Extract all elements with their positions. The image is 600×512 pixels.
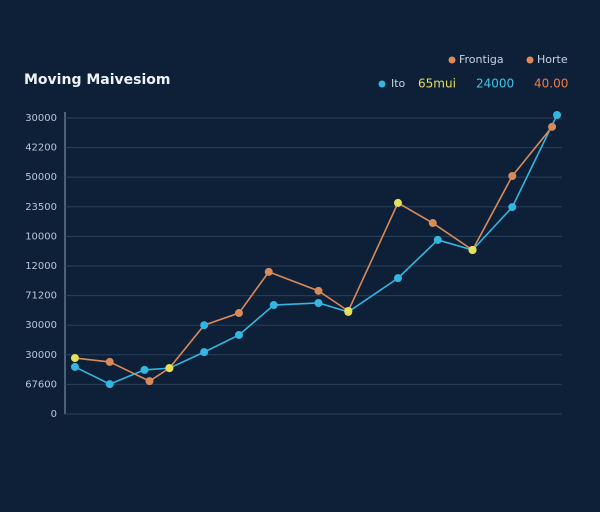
data-point — [234, 309, 243, 318]
data-point — [393, 274, 402, 283]
data-point — [264, 267, 273, 276]
series-line — [74, 114, 558, 385]
data-point — [105, 380, 114, 389]
data-point — [70, 362, 79, 371]
data-point — [433, 235, 442, 244]
legend-marker — [378, 80, 386, 88]
data-point — [508, 171, 517, 180]
data-point — [269, 301, 278, 310]
data-point — [314, 298, 323, 307]
y-tick-label: 23500 — [25, 202, 57, 213]
data-point — [70, 354, 79, 363]
annotation: 65mui — [418, 77, 456, 91]
legend-label: Frontiga — [459, 53, 504, 66]
legend-label: Ito — [391, 77, 406, 90]
y-tick-label: 42200 — [25, 143, 57, 154]
data-point — [200, 321, 209, 330]
data-point — [428, 219, 437, 228]
data-point — [548, 122, 557, 131]
y-tick-label: 10000 — [25, 231, 57, 242]
y-tick-label: 30000 — [25, 350, 57, 361]
y-tick-label: 30000 — [25, 320, 57, 331]
annotation: 24000 — [476, 77, 514, 91]
data-point — [105, 357, 114, 366]
y-tick-label: 71200 — [25, 291, 57, 302]
data-point — [553, 111, 562, 119]
chart-title: Moving Maivesiom — [24, 72, 170, 88]
data-point — [234, 330, 243, 339]
data-point — [508, 203, 517, 212]
y-tick-label: 50000 — [25, 172, 57, 183]
annotation: 40.00 — [534, 77, 568, 91]
legend-marker — [526, 56, 534, 64]
data-point — [344, 306, 353, 315]
data-point — [165, 364, 174, 373]
data-point — [393, 198, 402, 207]
data-point — [314, 286, 323, 295]
data-point — [145, 377, 154, 386]
legend-marker — [448, 56, 456, 64]
y-tick-label: 12000 — [25, 261, 57, 272]
data-point — [200, 348, 209, 357]
y-tick-label: 67600 — [25, 379, 57, 390]
data-point — [468, 245, 477, 254]
data-point — [140, 365, 149, 374]
y-tick-label: 30000 — [25, 113, 57, 124]
y-tick-label: 0 — [51, 409, 57, 420]
legend-label: Horte — [537, 53, 568, 66]
